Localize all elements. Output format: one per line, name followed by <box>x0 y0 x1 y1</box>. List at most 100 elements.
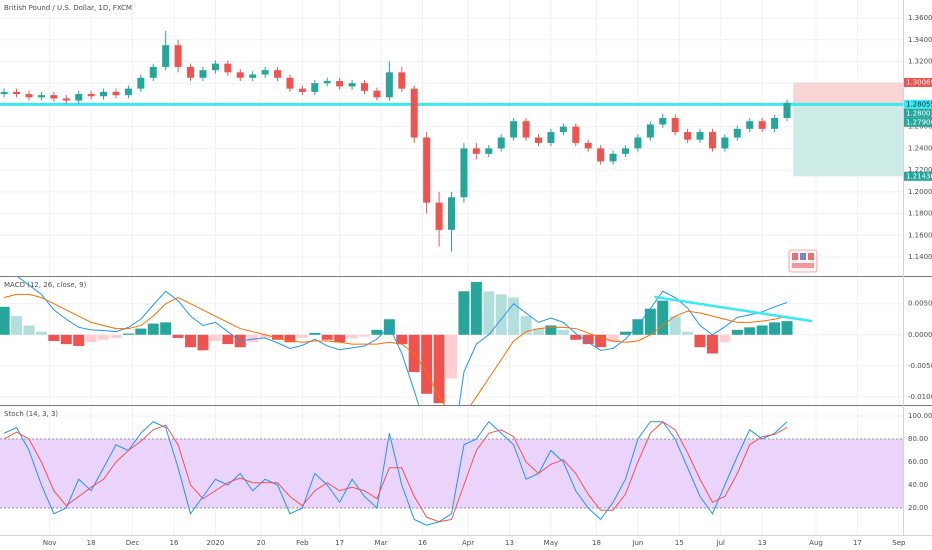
indicator-line <box>4 293 788 405</box>
histogram-bar <box>309 332 321 335</box>
histogram-bar <box>11 316 23 335</box>
x-tick-label: 17 <box>335 539 344 547</box>
pane <box>0 0 903 276</box>
candle-body <box>323 81 331 84</box>
x-tick-label: Nov <box>43 539 57 547</box>
histogram-bar <box>769 322 781 335</box>
candle-body <box>211 63 219 71</box>
logo-part <box>800 253 806 260</box>
candle-body <box>112 91 120 96</box>
logo-part <box>792 253 798 260</box>
candle-body <box>62 98 70 101</box>
price-tag <box>904 99 932 109</box>
x-tick-label: 13 <box>505 539 514 547</box>
y-tick-label: 1.22000 <box>908 166 932 174</box>
candle-body <box>373 90 381 98</box>
candle-body <box>497 137 505 149</box>
y-tick-label: 1.32000 <box>908 57 932 65</box>
x-tick-label: Dec <box>126 539 140 547</box>
y-tick-label: 1.24000 <box>908 144 932 152</box>
logo-part <box>808 253 814 260</box>
candle-body <box>398 72 406 89</box>
candle-body <box>249 74 257 78</box>
candle-body <box>361 83 369 91</box>
histogram-bar <box>570 334 582 340</box>
stoch-line <box>3 420 788 526</box>
pane <box>0 406 903 535</box>
candle-body <box>708 132 716 149</box>
histogram-bar <box>259 334 271 338</box>
candle-body <box>137 77 145 89</box>
histogram-bar <box>296 334 308 338</box>
x-tick-label: Aug <box>809 539 823 547</box>
histogram-bar <box>0 306 10 335</box>
price-tag-label: 1.30069 <box>906 78 932 86</box>
candle-body <box>584 142 592 149</box>
candle-body <box>348 83 356 87</box>
candle-body <box>261 70 269 75</box>
histogram-bar <box>371 329 383 335</box>
candle-body <box>684 132 692 140</box>
histogram-bar <box>694 334 706 348</box>
x-tick-label: Mar <box>374 539 387 547</box>
stoch-line <box>3 421 788 523</box>
x-tick-label: Sep <box>892 539 906 547</box>
histogram-bar <box>284 334 296 343</box>
histogram-bar <box>657 300 669 335</box>
candle-body <box>286 77 294 89</box>
candle-body <box>298 88 306 92</box>
histogram-bar <box>495 294 507 335</box>
histogram-bar <box>197 334 209 351</box>
target-zone <box>793 82 903 105</box>
stoch-title: Stoch (14, 3, 3) <box>4 410 58 418</box>
candle-body <box>771 117 779 129</box>
histogram-bar <box>23 325 35 335</box>
candle-body <box>460 148 468 198</box>
histogram-bar <box>545 325 557 335</box>
price-tag <box>904 77 932 87</box>
histogram-bar <box>247 334 259 343</box>
x-tick-label: 17 <box>853 539 862 547</box>
histogram-bar <box>557 329 569 335</box>
histogram-bar <box>396 334 408 345</box>
x-tick-label: 15 <box>675 539 684 547</box>
x-tick-label: 18 <box>592 539 601 547</box>
macd-title: MACD (12, 26, close, 9) <box>4 281 87 289</box>
x-tick-label: 16 <box>170 539 179 547</box>
candle-body <box>534 137 542 143</box>
x-tick-label: 2020 <box>206 539 224 547</box>
candle-body <box>174 45 182 67</box>
histogram-bar <box>172 334 184 338</box>
y-tick-label: 1.14000 <box>908 253 932 261</box>
candle-body <box>199 70 207 78</box>
y-tick-label: -0.01000 <box>908 393 932 401</box>
candle-body <box>385 72 393 98</box>
histogram-bar <box>520 316 532 335</box>
candle-body <box>609 153 617 162</box>
candle-body <box>13 91 21 95</box>
histogram-bar <box>582 334 594 345</box>
x-tick-label: 16 <box>418 539 427 547</box>
candle-body <box>559 126 567 133</box>
histogram-bar <box>359 334 371 337</box>
histogram-bar <box>682 331 694 335</box>
candle-body <box>522 121 530 138</box>
histogram-bar <box>644 308 656 335</box>
histogram-bar <box>272 334 284 340</box>
candle-body <box>733 128 741 138</box>
candle-body <box>311 83 319 92</box>
price-tag-label: 1.27906 <box>906 118 932 126</box>
histogram-bar <box>669 316 681 335</box>
histogram-bar <box>73 334 85 346</box>
histogram-bar <box>321 334 333 340</box>
candle-body <box>621 148 629 154</box>
candle-body <box>485 148 493 154</box>
candle-body <box>634 137 642 149</box>
y-tick-label: 1.16000 <box>908 231 932 239</box>
y-tick-label: 1.34000 <box>908 36 932 44</box>
histogram-bar <box>731 329 743 335</box>
candle-body <box>410 88 418 138</box>
indicator-line <box>17 277 788 405</box>
